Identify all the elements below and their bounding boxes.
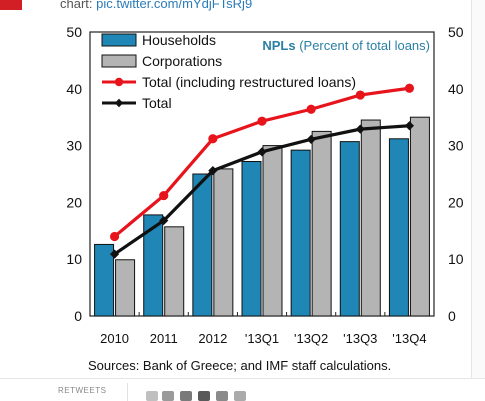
- total-point: [404, 121, 415, 131]
- total-restructured-point: [159, 190, 169, 201]
- tweet-text: chart: pic.twitter.com/mYdjFTsRj9: [60, 0, 252, 11]
- y2-tick-label: 20: [448, 194, 464, 210]
- corporations-bar: [115, 259, 136, 317]
- total-restructured-point: [306, 104, 316, 114]
- x-tick-label: '13Q2: [294, 331, 328, 346]
- legend-swatch: [101, 33, 137, 47]
- x-tick-label: '13Q3: [343, 331, 377, 346]
- households-bar: [192, 173, 213, 317]
- y-tick-label: 10: [66, 251, 82, 267]
- legend-label: Total (including restructured loans): [142, 74, 356, 90]
- total-restructured-point: [404, 83, 415, 93]
- x-tick-label: 2010: [100, 331, 129, 346]
- corporations-bar: [164, 226, 185, 317]
- households-bar: [290, 149, 311, 317]
- households-bar: [339, 141, 360, 317]
- households-bar: [388, 138, 409, 317]
- legend-label: Corporations: [142, 53, 222, 69]
- total-restructured-point: [355, 90, 365, 100]
- x-tick-label: '13Q1: [245, 331, 279, 346]
- legend-swatch: [101, 54, 137, 68]
- corporations-bar: [409, 116, 430, 317]
- total-restructured-point: [109, 231, 120, 242]
- y-tick-label: 0: [74, 308, 82, 324]
- corporations-bar: [311, 130, 332, 317]
- corporations-bar: [262, 145, 283, 317]
- legend-label: Households: [142, 32, 216, 48]
- avatar[interactable]: [234, 391, 246, 401]
- y-tick-label: 50: [66, 24, 82, 40]
- x-tick-label: 2011: [150, 331, 178, 346]
- y-tick-label: 30: [66, 138, 82, 154]
- x-tick-label: 2012: [198, 331, 227, 346]
- app-icon: [0, 0, 22, 10]
- legend: Households Corporations Total (including r…: [101, 32, 356, 111]
- tweet-prefix: chart:: [60, 0, 93, 11]
- y2-tick-label: 0: [448, 308, 456, 324]
- retweets-bar: RETWEETS: [0, 378, 485, 401]
- npl-chart: 0 10 20 30 40 50 0 10 20 30 40 50 2010 2011 2012 '13Q…: [66, 24, 464, 373]
- x-tick-label: '13Q4: [392, 331, 426, 346]
- households-bar: [241, 161, 262, 317]
- page-scroll-edge: [471, 0, 485, 400]
- households-bar: [143, 214, 164, 317]
- retweets-label: RETWEETS: [58, 386, 107, 395]
- y-tick-label: 40: [66, 81, 82, 97]
- total-point: [306, 134, 316, 144]
- legend-label: Total: [142, 95, 172, 111]
- y2-tick-label: 30: [448, 138, 464, 154]
- avatar[interactable]: [146, 391, 158, 401]
- chart-title: NPLs (Percent of total loans): [262, 38, 430, 53]
- total-point: [355, 124, 365, 134]
- y-axis-right: 0 10 20 30 40 50: [429, 24, 464, 324]
- total-point: [257, 147, 267, 157]
- tweet-image-link[interactable]: pic.twitter.com/mYdjFTsRj9: [96, 0, 253, 11]
- avatar[interactable]: [216, 391, 228, 401]
- y2-tick-label: 50: [448, 24, 464, 40]
- lines-layer: [109, 83, 415, 259]
- y2-tick-label: 40: [448, 81, 464, 97]
- source-note: Sources: Bank of Greece; and IMF staff c…: [88, 358, 391, 373]
- total-restructured-point: [208, 134, 218, 144]
- y2-tick-label: 10: [448, 251, 464, 267]
- corporations-bar: [213, 168, 234, 317]
- avatar[interactable]: [198, 391, 210, 401]
- corporations-bar: [360, 119, 381, 317]
- tweet-header: chart: pic.twitter.com/mYdjFTsRj9: [0, 0, 485, 14]
- retweets-divider: [127, 383, 128, 401]
- chart-container: 0 10 20 30 40 50 0 10 20 30 40 50 2010 2011 2012 '13Q…: [50, 16, 470, 380]
- total-point: [208, 165, 218, 176]
- legend-marker: [114, 98, 124, 108]
- avatar[interactable]: [180, 391, 192, 401]
- households-bar: [94, 243, 115, 317]
- legend-marker: [114, 77, 124, 87]
- bars-layer: [94, 116, 430, 317]
- x-axis: 2010 2011 2012 '13Q1 '13Q2 '13Q3 '13Q4: [100, 312, 427, 346]
- total-restructured-point: [257, 116, 267, 126]
- y-tick-label: 20: [66, 194, 82, 210]
- total-point: [159, 215, 169, 226]
- avatar[interactable]: [162, 391, 174, 401]
